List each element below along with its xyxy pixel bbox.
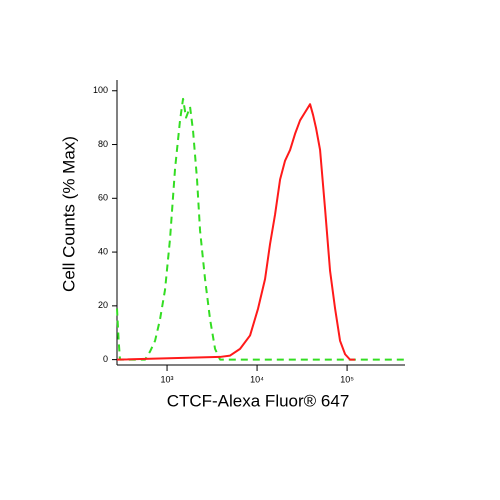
x-tick-label: 10³ [161,374,174,384]
histogram-line [116,103,356,361]
y-tick-label: 0 [103,354,108,364]
histogram-line [116,97,405,361]
x-tick-label: 10⁵ [340,374,354,384]
x-tick-label: 10⁴ [250,374,264,384]
y-tick-label: 60 [98,193,108,203]
y-axis-label: Cell Counts (% Max) [59,136,78,292]
y-tick-label: 40 [98,246,108,256]
y-tick-label: 80 [98,139,108,149]
x-axis-label: CTCF-Alexa Fluor® 647 [167,391,350,410]
y-tick-label: 20 [98,300,108,310]
y-tick-label: 100 [93,85,108,95]
